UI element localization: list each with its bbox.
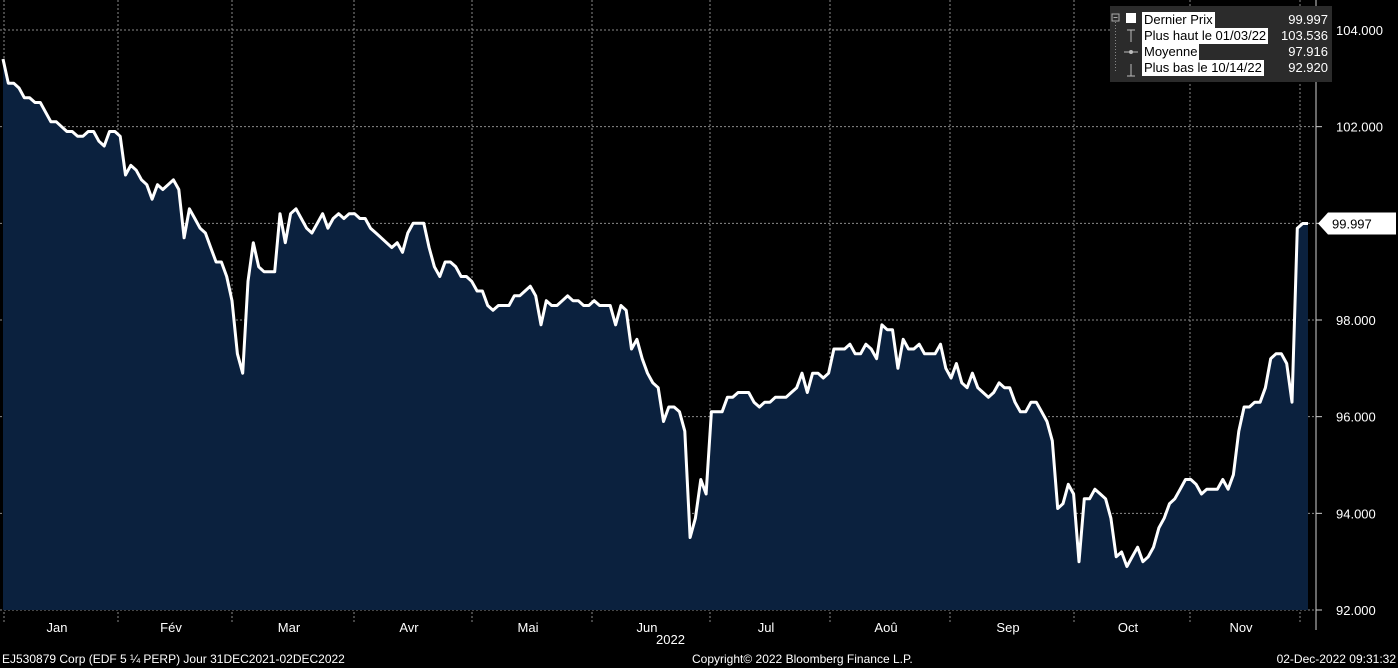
legend-row-high: Plus haut le 01/03/22 103.536 [1142,28,1328,44]
x-tick-label: Aoû [874,620,897,635]
x-axis: Jan Fév Mar Avr Mai Jun Jul Aoû Sep Oct Nov [47,620,1254,635]
y-tick-label: 94.000 [1336,506,1376,521]
footer-security: EJ530879 Corp (EDF 5 ¼ PERP) Jour 31DEC2… [2,652,345,666]
legend-collapse-icon[interactable] [1111,13,1120,22]
price-area-fill [3,59,1308,610]
footer-copyright: Copyright© 2022 Bloomberg Finance L.P. [692,652,913,666]
legend-row-last: Dernier Prix 99.997 [1142,12,1328,28]
x-tick-label: Jul [758,620,775,635]
x-tick-label: Mai [518,620,539,635]
footer-timestamp: 02-Dec-2022 09:31:32 [1276,652,1396,666]
legend-value-last: 99.997 [1288,12,1328,27]
y-axis: 92.00094.00096.00098.000100.000102.00010… [1316,23,1383,618]
legend-label-last: Dernier Prix [1142,12,1215,28]
legend-label-low: Plus bas le 10/14/22 [1142,60,1264,76]
legend-swatch-icon [1126,13,1136,23]
y-tick-label: 98.000 [1336,313,1376,328]
x-axis-year-label: 2022 [656,632,685,647]
price-line [1,58,1308,568]
y-tick-label: 104.000 [1336,23,1383,38]
legend-markers [1111,13,1138,77]
y-tick-label: 96.000 [1336,410,1376,425]
x-tick-label: Avr [399,620,419,635]
legend-value-low: 92.920 [1288,60,1328,75]
x-tick-label: Oct [1118,620,1139,635]
y-tick-label: 92.000 [1336,603,1376,618]
legend-row-average: Moyenne 97.916 [1142,44,1328,60]
x-tick-label: Jan [47,620,68,635]
legend: Dernier Prix 99.997 Plus haut le 01/03/2… [1110,6,1332,82]
x-tick-label: Fév [160,620,182,635]
legend-value-high: 103.536 [1281,28,1328,43]
last-price-tag [1318,212,1396,235]
x-tick-label: Mar [278,620,301,635]
x-tick-label: Sep [996,620,1019,635]
y-tick-label: 102.000 [1336,120,1383,135]
legend-value-average: 97.916 [1288,44,1328,59]
legend-row-low: Plus bas le 10/14/22 92.920 [1142,60,1328,76]
last-price-value: 99.997 [1332,216,1372,231]
legend-label-average: Moyenne [1142,44,1200,60]
last-price-label: 99.997 [1318,212,1396,235]
legend-label-high: Plus haut le 01/03/22 [1142,28,1269,44]
x-tick-label: Jun [637,620,658,635]
x-tick-label: Nov [1229,620,1253,635]
